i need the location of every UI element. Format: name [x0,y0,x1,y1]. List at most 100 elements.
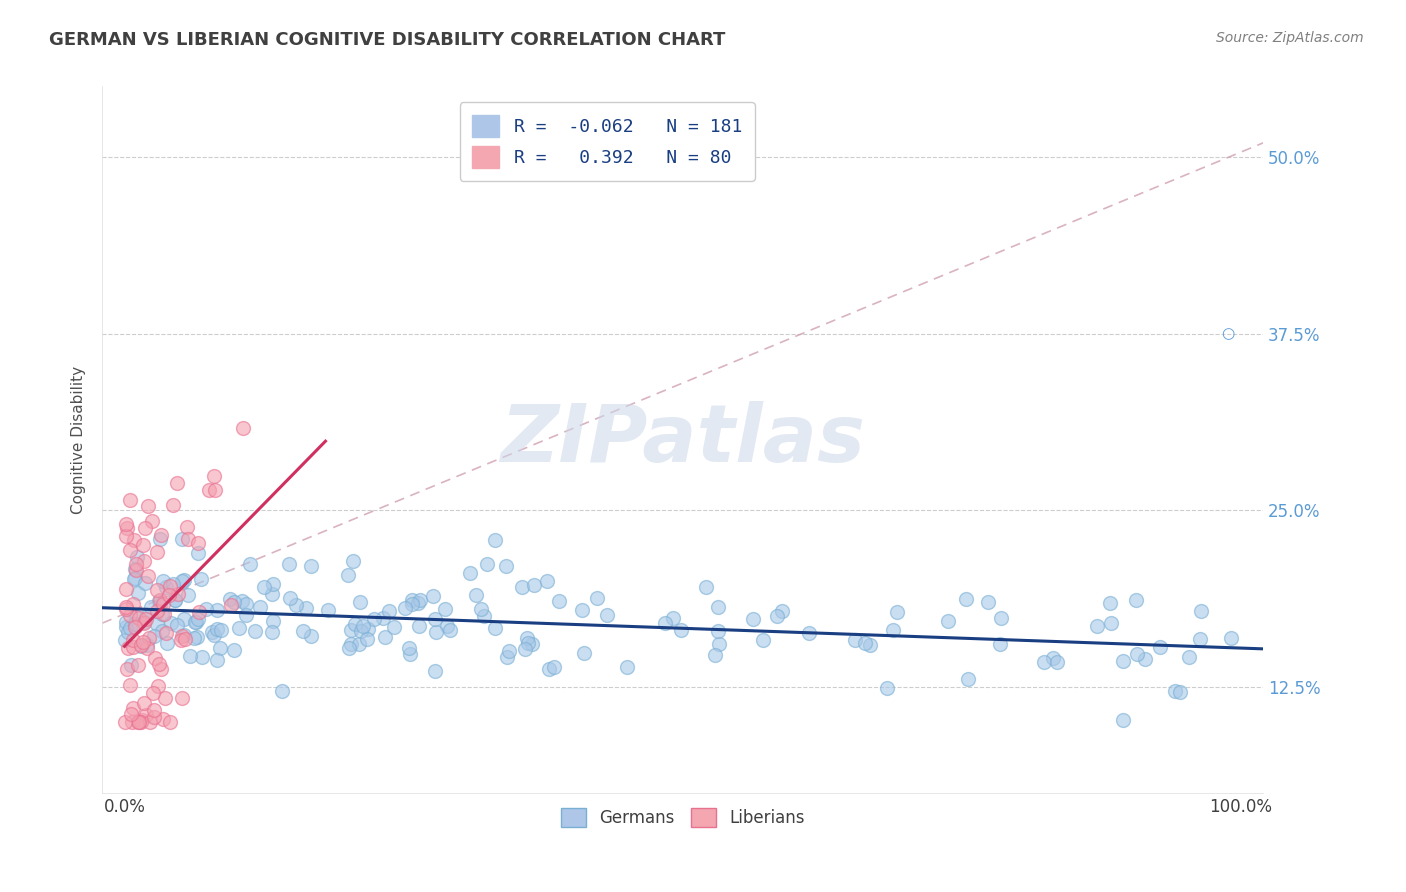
Point [135,638,157,652]
Point [118,607,141,622]
Point [278,591,301,606]
Point [149,597,172,611]
Point [120,621,142,635]
Point [114,714,136,729]
Point [160,616,183,631]
Point [170,632,193,647]
Point [138,631,160,645]
Point [671,624,693,638]
Point [149,593,172,607]
Point [150,662,173,676]
Point [654,615,676,630]
Point [337,640,360,655]
Point [936,614,959,628]
Point [470,601,492,615]
Point [149,528,172,542]
Point [201,625,224,640]
Point [472,608,495,623]
Point [132,635,155,649]
Point [148,657,170,671]
Point [176,520,198,534]
Point [205,603,228,617]
Point [571,603,593,617]
Point [184,615,207,629]
Point [131,713,153,727]
Point [142,686,165,700]
Point [770,604,793,618]
Point [183,631,205,645]
Point [120,658,142,673]
Point [882,624,904,638]
Point [522,637,544,651]
Point [460,566,482,581]
Point [401,597,423,611]
Point [124,620,146,634]
Point [157,588,180,602]
Point [853,636,876,650]
Text: Source: ZipAtlas.com: Source: ZipAtlas.com [1216,31,1364,45]
Point [284,599,307,613]
Point [135,641,157,656]
Point [423,611,446,625]
Point [955,591,977,606]
Point [127,585,149,599]
Point [187,536,209,550]
Point [135,707,157,722]
Point [956,672,979,686]
Point [1046,656,1069,670]
Point [1042,651,1064,665]
Point [349,594,371,608]
Point [707,624,730,639]
Point [977,595,1000,609]
Point [162,498,184,512]
Point [143,710,166,724]
Point [179,649,201,664]
Point [143,628,166,642]
Point [115,529,138,543]
Point [134,615,156,629]
Point [176,588,198,602]
Point [148,594,170,608]
Point [124,571,146,585]
Point [1189,604,1212,618]
Point [132,615,155,630]
Point [134,575,156,590]
Point [543,660,565,674]
Y-axis label: Cognitive Disability: Cognitive Disability [72,366,86,514]
Point [125,610,148,624]
Point [239,557,262,571]
Point [152,597,174,611]
Point [127,714,149,729]
Point [616,660,638,674]
Point [115,582,138,596]
Point [195,601,218,615]
Point [797,626,820,640]
Point [146,583,169,598]
Point [138,500,160,514]
Point [548,593,571,607]
Point [121,714,143,729]
Point [152,607,174,621]
Point [170,691,193,706]
Point [988,637,1011,651]
Point [295,601,318,615]
Point [262,577,284,591]
Point [363,612,385,626]
Point [117,641,139,656]
Point [114,602,136,616]
Point [118,492,141,507]
Point [187,547,209,561]
Point [124,557,146,571]
Point [146,544,169,558]
Point [152,712,174,726]
Point [260,625,283,640]
Point [129,714,152,729]
Point [145,650,167,665]
Point [1220,631,1243,645]
Point [495,559,517,574]
Point [886,605,908,619]
Point [143,703,166,717]
Point [145,604,167,618]
Point [271,683,294,698]
Point [197,483,219,497]
